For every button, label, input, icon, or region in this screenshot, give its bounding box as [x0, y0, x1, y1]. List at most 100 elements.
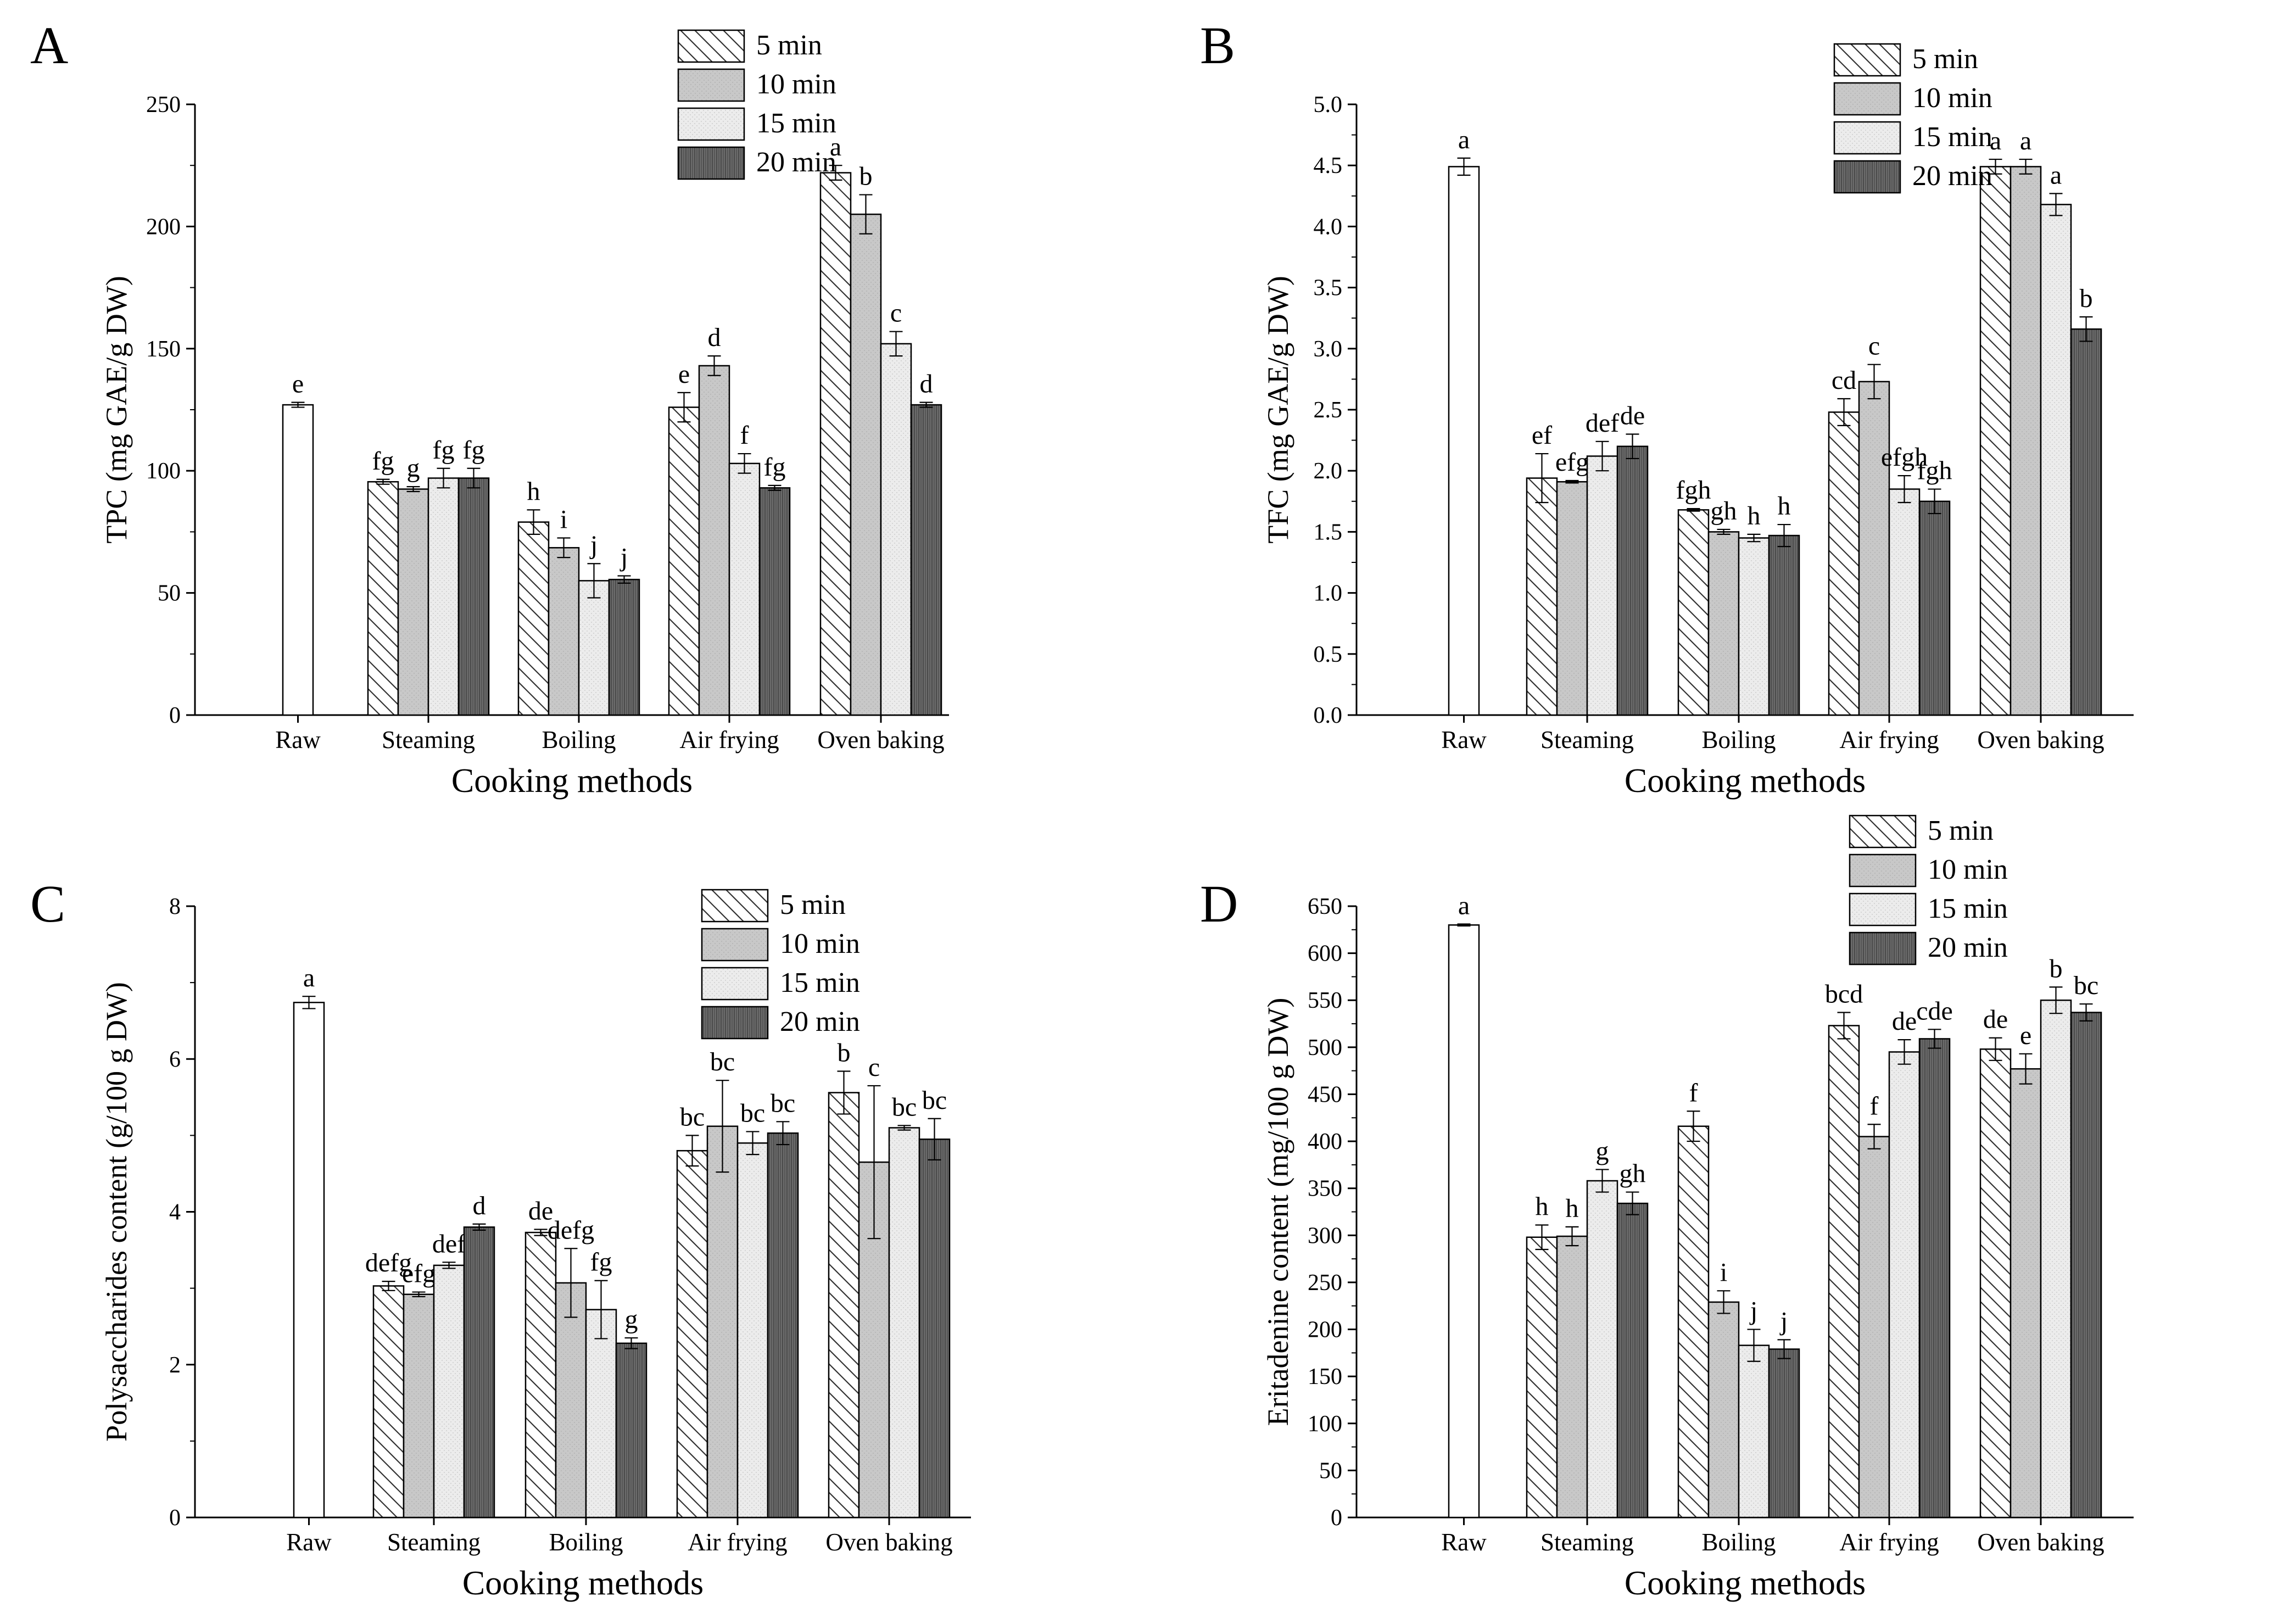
bar-4: [767, 1132, 799, 1519]
panel-letter: D: [1200, 874, 1238, 933]
bar-3: [1888, 1051, 1921, 1519]
significance-label: fg: [372, 447, 394, 476]
y-tick-label: 350: [1308, 1176, 1342, 1202]
bar-3: [736, 1142, 769, 1519]
bar-3: [2040, 999, 2072, 1519]
bar-4: [1768, 534, 1800, 716]
x-tick-label: Oven baking: [1977, 726, 2104, 754]
bar-1: [1979, 1048, 2012, 1519]
significance-label: defg: [365, 1248, 412, 1277]
y-tick-label: 4.5: [1314, 153, 1343, 178]
bar-4: [1616, 445, 1649, 716]
legend-swatch: [1833, 121, 1901, 155]
y-tick-label: 3.5: [1314, 276, 1343, 301]
significance-label: b: [859, 162, 873, 191]
significance-label: bc: [922, 1086, 947, 1115]
bar-1: [1677, 1125, 1710, 1519]
legend-label: 10 min: [780, 928, 860, 959]
bar-1: [828, 1092, 860, 1519]
panel-D: D 0 50 100 150 200 250 300 350 400 450 500 550 600 650…: [1200, 814, 2134, 1602]
bar-4: [457, 477, 490, 716]
x-tick-label: Boiling: [542, 726, 616, 754]
significance-label: cd: [1832, 366, 1856, 395]
significance-label: f: [1870, 1091, 1879, 1120]
y-tick-label: 150: [1308, 1364, 1342, 1389]
y-axis-title: TPC (mg GAE/g DW): [100, 276, 133, 543]
x-tick-label: Steaming: [1540, 726, 1634, 754]
significance-label: f: [740, 421, 749, 450]
y-tick-label: 100: [1308, 1411, 1342, 1437]
bar-1: [1526, 1236, 1558, 1519]
significance-label: j: [1749, 1297, 1757, 1326]
y-tick-label: 0.0: [1314, 703, 1343, 728]
legend-swatch: [1849, 892, 1917, 927]
x-tick-label: Oven baking: [1977, 1528, 2104, 1556]
bar-3: [433, 1264, 465, 1519]
bar-4: [608, 578, 640, 716]
y-tick-label: 0: [169, 1505, 181, 1531]
bar-3: [2040, 204, 2072, 716]
bar-4: [2070, 328, 2102, 716]
y-tick-label: 50: [1319, 1458, 1342, 1483]
legend-swatch: [677, 68, 745, 102]
y-axis-title: Polysaccharides content (g/100 g DW): [100, 982, 133, 1442]
y-tick-label: 2.0: [1314, 459, 1343, 484]
x-tick-label: Raw: [275, 726, 321, 754]
bar-1: [819, 172, 852, 716]
bar-4: [1918, 1038, 1951, 1519]
y-axis-title: Eritadenine content (mg/100 g DW): [1261, 998, 1294, 1426]
y-tick-label: 650: [1308, 894, 1342, 919]
bar-3: [728, 462, 761, 716]
significance-label: bc: [892, 1092, 917, 1121]
significance-label: e: [2020, 1021, 2031, 1050]
x-tick-label: Raw: [1441, 1528, 1487, 1556]
significance-label: bc: [2074, 971, 2098, 1000]
bar-3: [888, 1127, 920, 1519]
significance-label: a: [1458, 125, 1470, 154]
x-tick-label: Raw: [286, 1528, 332, 1556]
significance-label: e: [292, 370, 304, 399]
significance-label: h: [1748, 501, 1761, 531]
significance-label: c: [890, 299, 902, 328]
bar-1: [668, 406, 700, 716]
y-tick-label: 450: [1308, 1082, 1342, 1107]
legend-swatch: [701, 1006, 769, 1040]
y-tick-label: 550: [1308, 988, 1342, 1013]
y-tick-label: 50: [158, 581, 181, 606]
bar-2: [548, 547, 580, 716]
y-tick-label: 3.0: [1314, 337, 1343, 362]
x-tick-label: Air frying: [1839, 1528, 1939, 1556]
significance-label: a: [830, 132, 841, 161]
x-tick-label: Steaming: [387, 1528, 481, 1556]
significance-label: gh: [1711, 496, 1737, 526]
panel-C: C 0 2 4 6 8 Polysaccharides content (g/100 g D…: [30, 874, 971, 1602]
significance-label: g: [625, 1305, 638, 1334]
significance-label: j: [1779, 1307, 1788, 1336]
legend-swatch: [1849, 814, 1917, 849]
x-tick-label: Steaming: [1540, 1528, 1634, 1556]
bar-2: [706, 1125, 739, 1519]
significance-label: cde: [1916, 996, 1953, 1025]
significance-label: bc: [740, 1098, 765, 1128]
y-tick-label: 600: [1308, 941, 1342, 967]
y-tick-label: 200: [146, 214, 181, 239]
bar-1: [367, 481, 399, 716]
significance-label: gh: [1620, 1159, 1646, 1188]
significance-label: fg: [764, 453, 786, 482]
significance-label: fg: [463, 436, 485, 465]
significance-label: e: [678, 360, 690, 389]
x-axis-title: Cooking methods: [1625, 762, 1866, 800]
significance-label: a: [2020, 126, 2031, 155]
y-tick-label: 6: [169, 1047, 181, 1072]
y-tick-label: 150: [146, 337, 181, 362]
legend-label: 20 min: [1928, 932, 2008, 963]
bar-1: [1979, 166, 2012, 716]
legend-label: 5 min: [780, 889, 846, 920]
bar-3: [1586, 455, 1618, 716]
legend-swatch: [677, 146, 745, 180]
significance-label: h: [1566, 1194, 1579, 1223]
bar-4: [463, 1226, 495, 1519]
legend-label: 10 min: [1928, 854, 2008, 885]
x-tick-label: Oven baking: [825, 1528, 952, 1556]
